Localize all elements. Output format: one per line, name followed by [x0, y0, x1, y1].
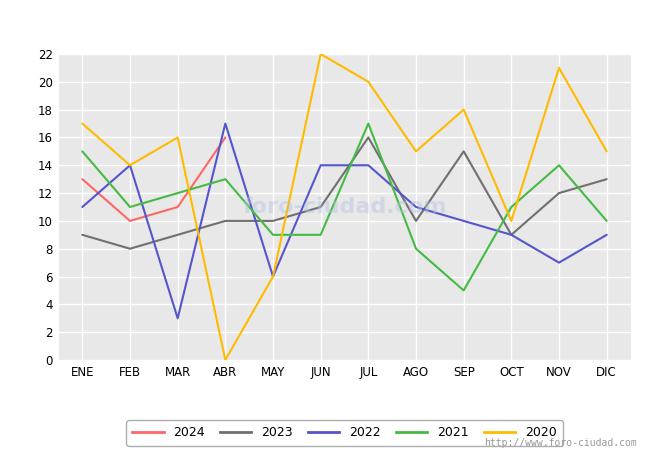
Text: foro-ciudad.com: foro-ciudad.com	[242, 197, 447, 217]
Text: Matriculaciones de Vehiculos en El Espinar: Matriculaciones de Vehiculos en El Espin…	[148, 11, 502, 29]
Text: http://www.foro-ciudad.com: http://www.foro-ciudad.com	[484, 438, 637, 448]
Legend: 2024, 2023, 2022, 2021, 2020: 2024, 2023, 2022, 2021, 2020	[126, 420, 563, 446]
